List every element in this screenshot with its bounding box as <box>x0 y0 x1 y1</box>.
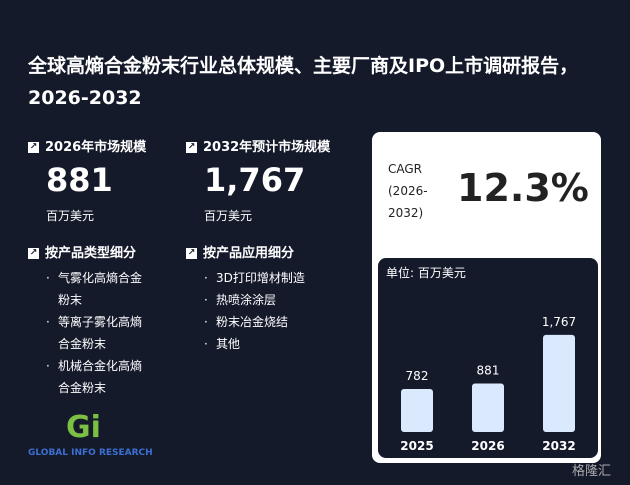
segment-item: 等离子雾化高熵合金粉末 <box>46 311 153 355</box>
cagr-label: CAGR (2026-2032) <box>388 162 428 220</box>
segment-item: 机械合金化高熵合金粉末 <box>46 355 153 399</box>
value-label: 881 <box>477 364 500 378</box>
stat-value: 1,767 <box>204 161 306 199</box>
stat-unit: 百万美元 <box>204 209 253 223</box>
segment-item: 其他 <box>204 333 346 355</box>
value-label: 1,767 <box>542 315 576 329</box>
icon: ↗ <box>186 248 197 259</box>
segment-list: 3D打印增材制造热喷涂涂层粉末冶金烧结其他 <box>204 267 346 355</box>
watermark: 格隆汇 <box>572 464 612 479</box>
segment: ↗ 按产品类型细分 气雾化高熵合金粉末等离子雾化高熵合金粉末机械合金化高熵合金粉末 <box>28 242 153 399</box>
stat-label-text: 2032年预计市场规模 <box>203 140 331 155</box>
segment-title-text: 按产品类型细分 <box>45 246 137 261</box>
segment: ↗ 按产品应用细分 3D打印增材制造热喷涂涂层粉末冶金烧结其他 <box>186 242 346 355</box>
segment-item: 气雾化高熵合金粉末 <box>46 267 153 311</box>
bar <box>401 388 433 432</box>
chart-subtitle: 单位: 百万美元 <box>386 266 466 280</box>
chart-panel: 单位: 百万美元 782 2025 881 2026 1,767 2032 <box>378 258 598 458</box>
logo: Gi <box>66 410 101 445</box>
bar <box>472 383 504 432</box>
icon: ↗ <box>186 142 197 153</box>
segment-title: ↗ 按产品应用细分 <box>186 242 346 261</box>
x-tick-label: 2032 <box>542 439 575 453</box>
x-tick-label: 2025 <box>400 439 433 453</box>
stat: ↗ 2032年预计市场规模 1,767 百万美元 <box>186 136 330 224</box>
cagr-value: 12.3% <box>457 166 589 210</box>
chart: 782 2025 881 2026 1,767 2032 <box>400 315 576 453</box>
segment-item: 粉末冶金烧结 <box>204 311 346 333</box>
stat-label-text: 2026年市场规模 <box>45 140 147 155</box>
icon: ↗ <box>28 142 39 153</box>
stat-value: 881 <box>46 161 113 199</box>
segment-list: 气雾化高熵合金粉末等离子雾化高熵合金粉末机械合金化高熵合金粉末 <box>46 267 153 399</box>
segment-item: 热喷涂涂层 <box>204 289 346 311</box>
stat-label: ↗ 2026年市场规模 <box>28 136 146 155</box>
stat-label: ↗ 2032年预计市场规模 <box>186 136 330 155</box>
brand: GLOBAL INFO RESEARCH <box>28 448 153 458</box>
bar <box>543 334 575 432</box>
segment-item: 3D打印增材制造 <box>204 267 346 289</box>
segment-title: ↗ 按产品类型细分 <box>28 242 153 261</box>
cagr-card: CAGR (2026-2032) 12.3% 单位: 百万美元 782 2025 8… <box>372 132 601 463</box>
x-tick-label: 2026 <box>471 439 504 453</box>
stat-unit: 百万美元 <box>46 209 95 223</box>
value-label: 782 <box>406 369 429 383</box>
stat: ↗ 2026年市场规模 881 百万美元 <box>28 136 146 224</box>
icon: ↗ <box>28 248 39 259</box>
segment-title-text: 按产品应用细分 <box>203 246 295 261</box>
title: 全球高熵合金粉末行业总体规模、主要厂商及IPO上市调研报告，2026-2032 <box>28 55 579 109</box>
